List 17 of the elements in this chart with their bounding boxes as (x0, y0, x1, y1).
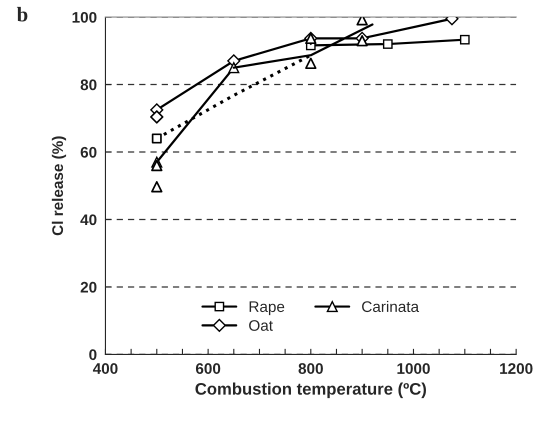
legend-label: Carinata (362, 300, 420, 312)
x-tick-label: 1000 (397, 363, 430, 374)
x-tick-label: 800 (298, 363, 323, 374)
y-tick-label: 0 (89, 349, 96, 360)
x-tick-label: 400 (92, 363, 118, 374)
y-tick-label: 40 (80, 214, 96, 226)
y-tick-label: 20 (80, 282, 96, 293)
y-tick-label: 100 (72, 12, 96, 23)
y-tick-label: 60 (80, 146, 96, 158)
x-axis-title: Combustion temperature (ºC) (195, 382, 426, 398)
legend-label: Rape (250, 301, 284, 316)
x-tick-label: 1200 (500, 363, 533, 374)
x-tick-label: 600 (196, 363, 220, 374)
legend-label: Oat (249, 320, 273, 331)
text: b (16, 6, 28, 22)
y-axis-title: Cl release (%) (52, 136, 66, 236)
y-tick-label: 80 (80, 79, 96, 90)
